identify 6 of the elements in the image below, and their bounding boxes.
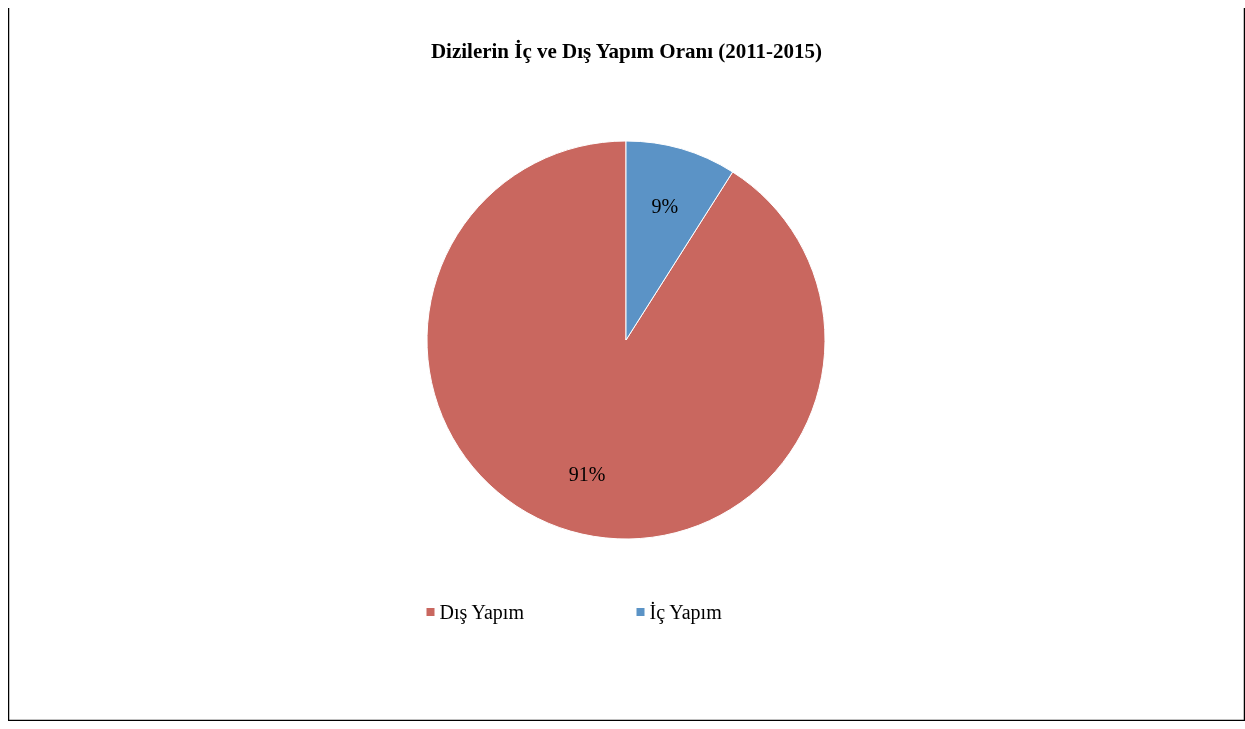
legend-label: Dış Yapım [439, 601, 525, 624]
data-label: 9% [651, 195, 679, 218]
legend-label: İç Yapım [649, 601, 723, 624]
pie-slice [426, 140, 826, 540]
chart-title: Dizilerin İç ve Dış Yapım Oranı (2011-2015) [430, 39, 823, 63]
data-label: 91% [568, 462, 606, 485]
